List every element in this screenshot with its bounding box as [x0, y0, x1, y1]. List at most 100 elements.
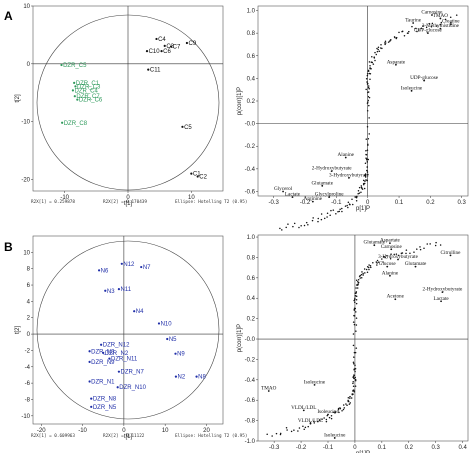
metabolite-label: Glutamate: [364, 240, 386, 246]
loading-point: [325, 420, 328, 423]
loading-point: [346, 204, 348, 207]
loading-point: [305, 221, 308, 224]
panel-label: B: [4, 240, 13, 254]
score-point-label: DZR_C1: [76, 81, 100, 87]
metabolite-point: [412, 22, 415, 24]
loading-point: [398, 31, 400, 34]
loading-point: [380, 47, 382, 49]
loading-point: [395, 253, 398, 255]
metabolite-label: UDP-glucose: [410, 75, 439, 81]
score-ylabel: t[2]: [15, 94, 21, 103]
loading-point: [354, 370, 356, 373]
metabolite-point: [390, 248, 393, 251]
loading-point: [365, 179, 367, 181]
loading-point: [352, 321, 355, 323]
score-ytick-label: 0: [27, 62, 31, 68]
loading-point: [341, 409, 343, 412]
loading-point: [352, 361, 355, 363]
panel-label: A: [4, 9, 13, 23]
loading-point: [353, 309, 356, 311]
loading-point: [361, 187, 363, 189]
score-point: [155, 37, 158, 41]
loading-xtick-label: 0.1: [395, 200, 404, 206]
loading-point: [383, 255, 385, 258]
metabolite-label: 2-Hydroxybutyrate: [423, 287, 463, 293]
loading-point: [395, 37, 398, 40]
loading-point: [363, 187, 366, 190]
loading-point: [371, 56, 373, 58]
loading-point: [449, 16, 452, 19]
score-point-label: N7: [143, 265, 151, 271]
loading-ytick-label: 1.0: [247, 235, 256, 241]
loading-point: [362, 272, 364, 275]
loading-xtick-label: 0.4: [458, 445, 467, 451]
metabolite-point: [389, 242, 391, 245]
score-point-label: N5: [169, 337, 177, 343]
metabolite-point: [333, 437, 336, 439]
loading-point: [357, 283, 359, 285]
score-point-label: DZR_N7: [121, 370, 145, 376]
loading-ytick-label: 0.4: [247, 76, 256, 82]
loading-point: [380, 43, 382, 46]
loading-point: [354, 351, 357, 354]
score-point-label: N2: [178, 375, 186, 381]
loading-point: [281, 229, 283, 231]
score-point-label: DZR_C5: [63, 63, 87, 69]
loading-point: [351, 393, 354, 396]
loading-point: [266, 433, 268, 436]
loading-point: [365, 268, 368, 271]
loading-xtick-label: 0.2: [426, 200, 435, 206]
loading-xtick-label: -0.2: [300, 200, 311, 206]
score-point-label: DZR_C6: [79, 98, 103, 104]
loading-point: [386, 254, 388, 257]
loading-point: [302, 425, 304, 428]
loading-point: [326, 216, 328, 218]
loading-point: [354, 367, 357, 370]
loading-point: [347, 399, 349, 402]
loading-point: [367, 69, 370, 72]
loading-point: [279, 227, 281, 230]
score-ytick-label: -10: [21, 120, 30, 126]
loading-point: [355, 311, 357, 313]
score-point-label: DZR_N10: [119, 385, 146, 391]
loading-point: [338, 210, 341, 213]
loading-point: [346, 404, 348, 407]
loading-point: [356, 287, 359, 289]
loading-point: [329, 214, 331, 217]
loading-ytick-label: -0.6: [245, 189, 256, 195]
loading-point: [373, 56, 375, 58]
score-xtick-label: 10: [188, 195, 195, 201]
score-plot: -10 0 10 10 0 -10 -20 t[1] t[2] R2X[1] = 0.259878…: [15, 4, 247, 207]
loading-point: [355, 317, 358, 319]
score-point-label: DZR_C7: [76, 94, 100, 100]
loading-point: [393, 253, 395, 256]
loading-point: [416, 248, 418, 250]
score-point-label: DZR_N5: [93, 405, 117, 411]
loading-point: [364, 180, 366, 182]
metabolite-label: 2-Hydroxybutyrate: [312, 166, 352, 172]
loading-point: [367, 266, 370, 269]
loading-point: [444, 18, 447, 21]
metabolite-point: [431, 14, 433, 16]
score-ytick-label: 4: [27, 299, 31, 305]
loading-plot: -0.3 -0.2 -0.1 0 0.1 0.2 0.3 1.0 0.8 0.6 0.4 0.2 -0.…: [237, 5, 469, 231]
loading-point: [390, 253, 392, 255]
score-point: [145, 49, 149, 53]
loading-point: [384, 256, 386, 259]
loading-point: [378, 50, 381, 52]
loading-xtick-label: 0.2: [405, 445, 414, 451]
loading-point: [387, 41, 390, 43]
metabolite-label: 3-Hydroxybutyrate: [378, 254, 418, 260]
loading-point: [303, 428, 305, 430]
loading-frame: [257, 234, 469, 442]
score-point-label: C9: [189, 41, 197, 47]
metabolite-point: [440, 300, 442, 303]
metabolite-point: [386, 265, 389, 268]
loading-xlabel: p[1]P: [356, 206, 370, 212]
score-point: [61, 121, 64, 124]
score-point-label: DZR_C3: [77, 84, 101, 90]
score-ytick-label: -2: [25, 348, 31, 354]
loading-point: [348, 403, 351, 405]
metabolite-label: UDP-glucose: [414, 28, 443, 34]
loading-point: [370, 266, 372, 269]
